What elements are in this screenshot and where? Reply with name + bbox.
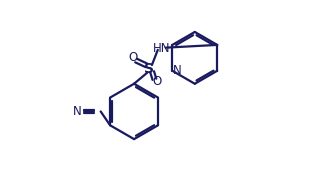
Text: S: S xyxy=(144,62,154,76)
Text: N: N xyxy=(73,105,82,118)
Text: O: O xyxy=(153,75,162,88)
Text: O: O xyxy=(128,51,138,64)
Text: N: N xyxy=(173,64,182,77)
Text: HN: HN xyxy=(153,42,170,55)
